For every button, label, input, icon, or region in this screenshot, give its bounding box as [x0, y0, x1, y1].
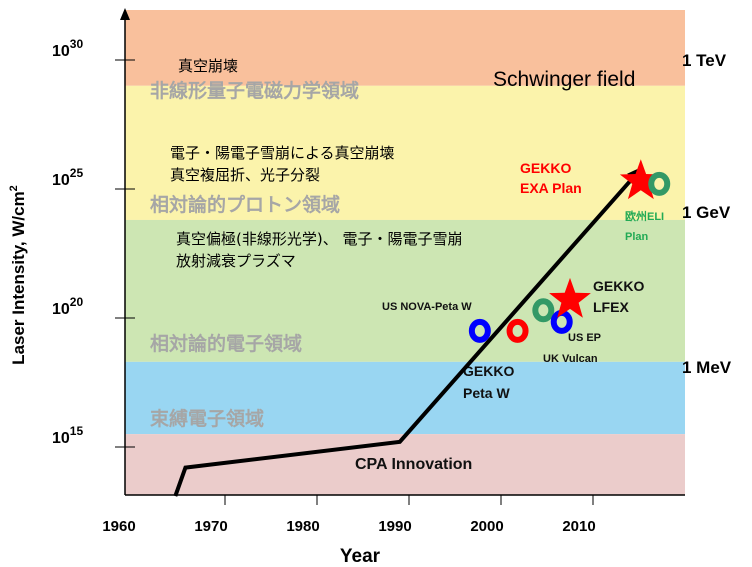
trend-line: [173, 169, 641, 497]
y-tick-label: 1025: [52, 166, 83, 189]
y-axis-label-main: Laser Intensity, W/cm: [9, 191, 28, 365]
energy-labels: 1 TeV 1 GeV 1 MeV: [682, 51, 732, 377]
x-tick-label: 2010: [562, 518, 595, 535]
y-tick-base: 10: [52, 301, 70, 318]
y-tick-exponent: 20: [70, 295, 84, 309]
label-eli-2: Plan: [625, 231, 649, 243]
ring-marker: [506, 318, 529, 343]
label-gekko-lfex-1: GEKKO: [593, 278, 644, 294]
y-axis-label: Laser Intensity, W/cm2: [8, 185, 28, 365]
energy-label: 1 MeV: [682, 358, 732, 377]
y-tick-label: 1030: [52, 37, 83, 60]
x-tick-label: 1990: [378, 518, 411, 535]
facility-markers: [468, 159, 671, 343]
ring-marker: [468, 318, 491, 343]
energy-label: 1 GeV: [682, 203, 731, 222]
band-3: [125, 361, 685, 435]
y-tick-base: 10: [52, 430, 70, 447]
label-eli-1: 欧州ELI: [625, 209, 664, 223]
label-gekko-lfex-2: LFEX: [593, 299, 629, 315]
ring-marker: [532, 298, 555, 323]
y-tick-exponent: 25: [70, 166, 84, 180]
label-us-nova: US NOVA-Peta W: [382, 301, 472, 313]
y-tick-base: 10: [52, 43, 70, 60]
label-gekko-petaw-2: Peta W: [463, 385, 510, 401]
energy-label: 1 TeV: [682, 51, 727, 70]
label-gekko-petaw-1: GEKKO: [463, 363, 514, 379]
band-2: [125, 219, 685, 362]
label-uk-vulcan: UK Vulcan: [543, 353, 598, 365]
x-tick-label: 1980: [286, 518, 319, 535]
band-0: [125, 10, 685, 86]
band-1: [125, 85, 685, 220]
label-gekko-exa-2: EXA Plan: [520, 180, 582, 196]
y-axis-label-sup: 2: [8, 185, 20, 191]
y-tick-exponent: 30: [70, 37, 84, 51]
y-tick-base: 10: [52, 172, 70, 189]
band-label-2: 相対論的電子領域: [150, 332, 302, 355]
annotation-pol-2: 放射減衰プラズマ: [176, 252, 296, 270]
x-ticks: 1960 1970 1980 1990 2000 2010: [102, 495, 596, 535]
band-label-1: 相対論的プロトン領域: [150, 193, 340, 216]
star-marker: [549, 277, 591, 318]
band-label-3: 束縛電子領域: [150, 407, 264, 430]
star-marker: [619, 159, 662, 200]
label-gekko-exa-1: GEKKO: [520, 160, 571, 176]
label-cpa: CPA Innovation: [355, 456, 472, 473]
band-label-0: 非線形量子電磁力学領域: [150, 79, 359, 102]
x-tick-label: 1970: [194, 518, 227, 535]
y-axis-arrow-icon: [120, 8, 130, 20]
label-us-ep: US EP: [568, 332, 601, 344]
annotation-schwinger: Schwinger field: [493, 68, 635, 91]
x-tick-label: 2000: [470, 518, 503, 535]
annotation-pol-1: 真空偏極(非線形光学)、 電子・陽電子雪崩: [176, 230, 462, 248]
y-tick-label: 1015: [52, 424, 83, 447]
x-axis-label: Year: [340, 546, 381, 567]
y-tick-label: 1020: [52, 295, 83, 318]
annotation-pair-1: 電子・陽電子雪崩による真空崩壊: [170, 144, 395, 162]
annotation-pair-2: 真空複屈折、光子分裂: [170, 166, 320, 184]
y-tick-exponent: 15: [70, 424, 84, 438]
ring-marker: [648, 171, 671, 196]
annotation-vacuum-breakdown: 真空崩壊: [178, 57, 238, 75]
x-tick-label: 1960: [102, 518, 135, 535]
